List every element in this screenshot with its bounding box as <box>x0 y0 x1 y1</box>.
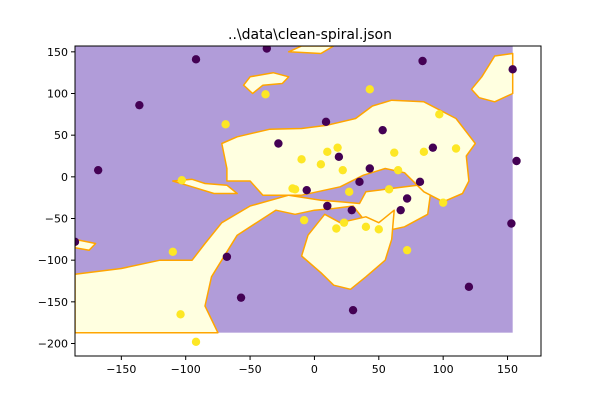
point-class-0 <box>464 282 474 292</box>
point-class-1 <box>297 155 306 164</box>
plot-area <box>75 46 521 347</box>
point-class-0 <box>262 46 272 53</box>
point-class-0 <box>355 177 364 187</box>
point-class-1 <box>323 147 332 157</box>
point-class-0 <box>334 152 344 162</box>
point-class-1 <box>419 147 429 157</box>
region-class-1-3 <box>300 209 395 291</box>
point-class-1 <box>344 187 354 197</box>
y-tick-label: −50 <box>45 213 68 226</box>
point-class-0 <box>418 56 427 66</box>
point-class-1 <box>221 120 230 129</box>
point-class-1 <box>361 222 371 232</box>
point-class-0 <box>508 65 517 74</box>
point-class-1 <box>339 218 349 227</box>
point-class-1 <box>332 224 341 233</box>
y-tick-label: −200 <box>38 338 68 351</box>
point-class-1 <box>374 225 384 234</box>
point-class-0 <box>191 55 201 64</box>
x-tick-label: 50 <box>372 363 386 376</box>
point-class-1 <box>384 185 394 194</box>
point-class-1 <box>365 85 374 94</box>
point-class-0 <box>428 143 438 152</box>
x-axis: −150 −100 −50 0 50 100 150 <box>106 356 518 376</box>
x-tick-label: 0 <box>311 363 318 376</box>
point-class-0 <box>75 237 80 247</box>
point-class-0 <box>507 219 516 228</box>
point-class-1 <box>168 247 178 257</box>
y-tick-label: 0 <box>61 171 68 184</box>
point-class-1 <box>435 110 444 119</box>
point-class-0 <box>274 139 283 148</box>
point-class-0 <box>135 100 144 110</box>
point-class-1 <box>438 198 448 207</box>
point-class-1 <box>333 143 342 152</box>
y-tick-label: −100 <box>38 254 68 267</box>
region-class-1-5 <box>242 71 290 95</box>
point-class-1 <box>176 310 185 319</box>
point-class-0 <box>93 165 103 175</box>
data-points <box>75 46 521 347</box>
axes-frame <box>74 45 542 357</box>
y-tick-label: 50 <box>54 129 68 142</box>
x-tick-label: −100 <box>171 363 201 376</box>
region-class-1-6 <box>75 238 97 251</box>
point-class-1 <box>338 165 347 175</box>
point-class-0 <box>396 205 405 215</box>
point-class-0 <box>402 194 412 203</box>
point-class-0 <box>321 117 331 127</box>
x-tick-label: −50 <box>238 363 261 376</box>
point-class-1 <box>177 175 187 185</box>
point-class-0 <box>415 177 425 187</box>
point-class-1 <box>402 245 412 255</box>
point-class-0 <box>236 293 246 302</box>
point-class-1 <box>316 160 326 169</box>
point-class-0 <box>347 205 356 215</box>
point-class-0 <box>365 164 374 173</box>
point-class-1 <box>451 144 461 153</box>
region-class-1-0 <box>75 184 432 334</box>
region-class-1-2 <box>172 178 238 195</box>
x-tick-label: 100 <box>433 363 454 376</box>
y-axis: 150 100 50 0 −50 −100 −150 −200 <box>38 46 75 351</box>
point-class-1 <box>290 185 300 194</box>
point-class-1 <box>393 165 403 175</box>
point-class-1 <box>191 337 201 347</box>
region-class-1-7 <box>287 46 335 55</box>
point-class-0 <box>222 252 232 262</box>
point-class-0 <box>378 125 387 135</box>
point-class-1 <box>390 148 399 157</box>
y-tick-label: −150 <box>38 296 68 309</box>
point-class-0 <box>348 305 358 315</box>
x-tick-label: −150 <box>106 363 136 376</box>
region-class-1-1 <box>221 99 477 203</box>
point-class-1 <box>261 90 270 99</box>
point-class-0 <box>323 201 332 211</box>
x-tick-label: 150 <box>497 363 518 376</box>
y-tick-label: 100 <box>47 88 68 101</box>
y-tick-label: 150 <box>47 46 68 59</box>
point-class-0 <box>512 156 521 166</box>
point-class-1 <box>299 215 309 225</box>
point-class-0 <box>302 185 311 195</box>
chart-title: ..\data\clean-spiral.json <box>228 27 392 43</box>
